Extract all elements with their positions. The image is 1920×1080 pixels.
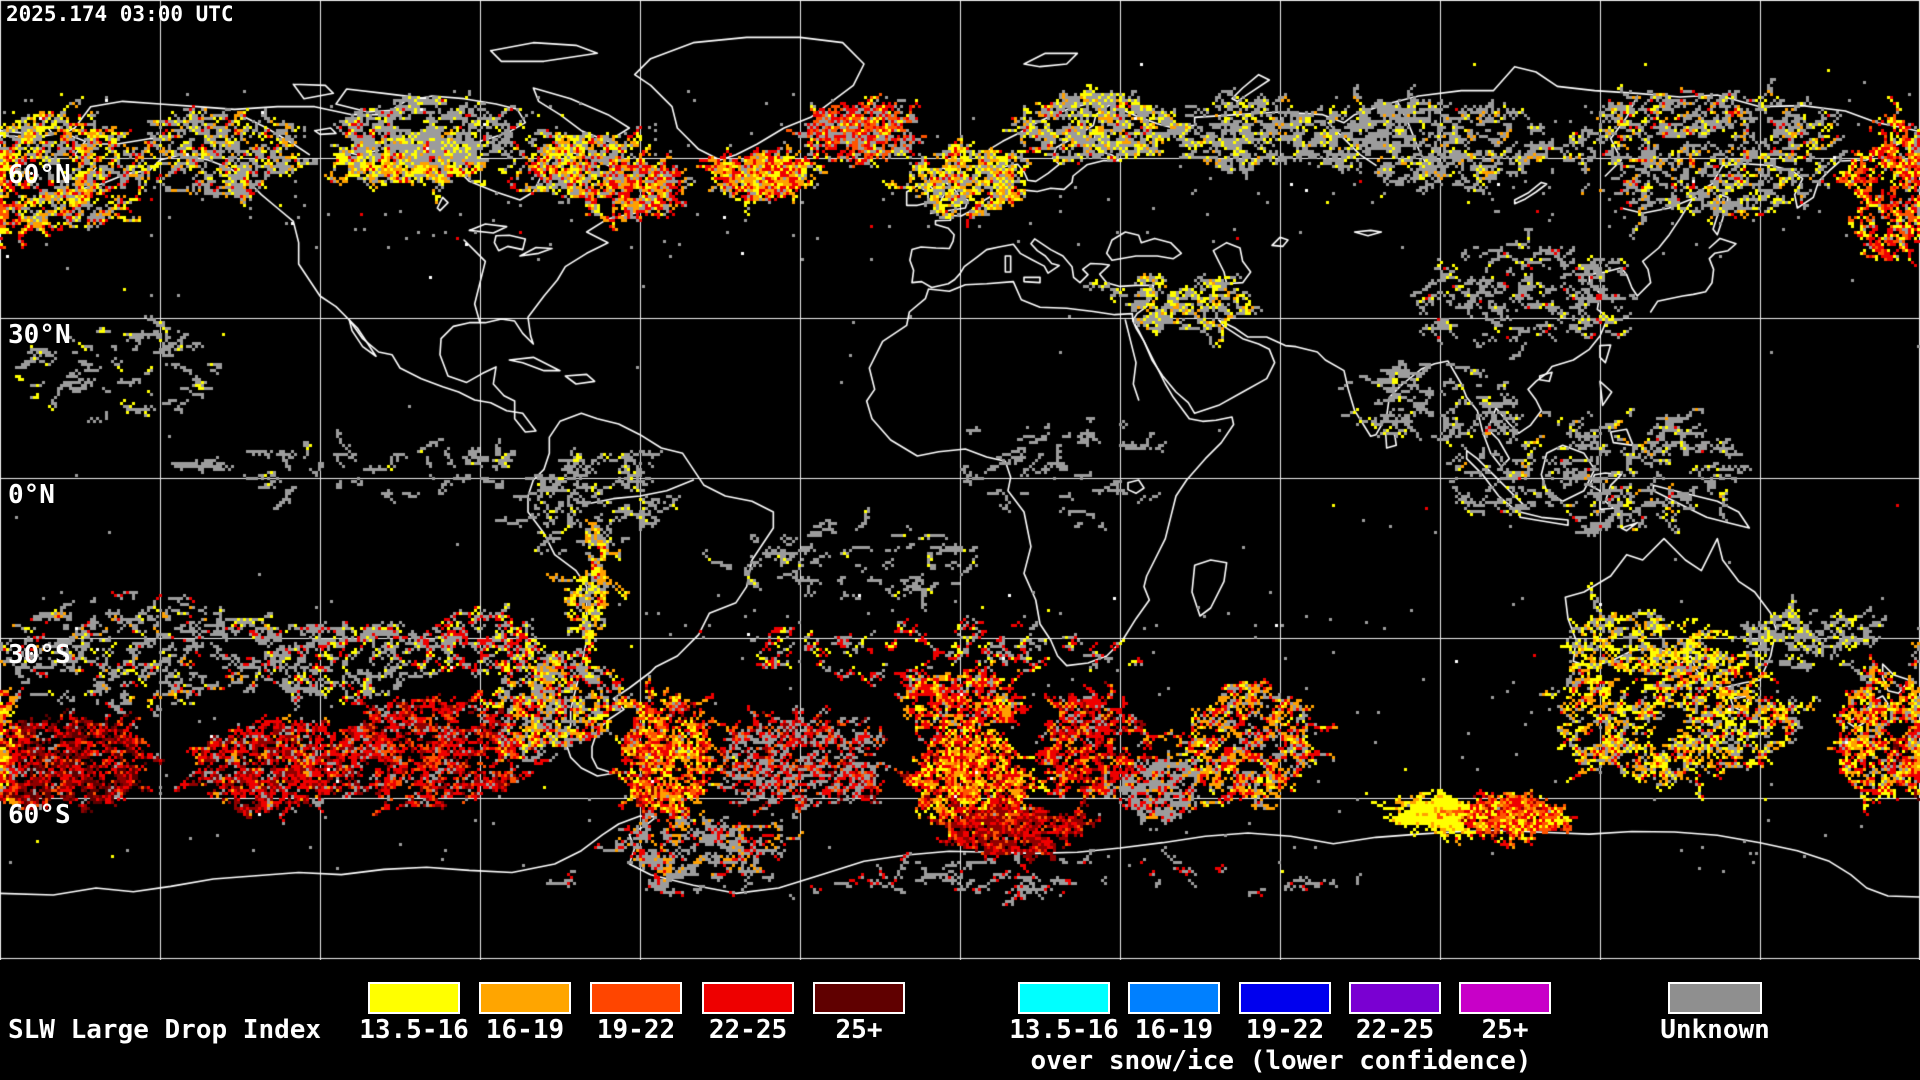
legend-label-unknown: Unknown [1660, 1015, 1770, 1045]
legend-snowice-caption: over snow/ice (lower confidence) [1030, 1046, 1532, 1076]
legend-label-standard-5: 25+ [835, 1015, 883, 1045]
legend-label-snowice-1: 13.5-16 [1009, 1015, 1119, 1045]
timestamp: 2025.174 03:00 UTC [6, 2, 234, 26]
legend-swatch-standard-5 [813, 982, 905, 1014]
legend-swatch-snowice-4 [1349, 982, 1441, 1014]
legend-title: SLW Large Drop Index [8, 1015, 322, 1045]
legend-label-standard-2: 16-19 [485, 1015, 565, 1045]
legend-swatch-snowice-3 [1239, 982, 1331, 1014]
legend-swatch-unknown [1668, 982, 1762, 1014]
legend-label-snowice-5: 25+ [1481, 1015, 1529, 1045]
legend-swatch-standard-3 [590, 982, 682, 1014]
legend-label-snowice-3: 19-22 [1245, 1015, 1325, 1045]
latitude-label-60s: 60°S [8, 800, 71, 830]
legend-swatch-snowice-2 [1128, 982, 1220, 1014]
legend-label-standard-1: 13.5-16 [359, 1015, 469, 1045]
latitude-label-0n: 0°N [8, 480, 55, 510]
legend-label-snowice-2: 16-19 [1134, 1015, 1214, 1045]
legend-swatch-standard-4 [702, 982, 794, 1014]
world-map-canvas [0, 0, 1920, 960]
legend-label-snowice-4: 22-25 [1355, 1015, 1435, 1045]
latitude-label-30s: 30°S [8, 640, 71, 670]
legend-swatch-snowice-1 [1018, 982, 1110, 1014]
legend-label-standard-4: 22-25 [708, 1015, 788, 1045]
legend-label-standard-3: 19-22 [596, 1015, 676, 1045]
latitude-label-30n: 30°N [8, 320, 71, 350]
latitude-label-60n: 60°N [8, 160, 71, 190]
legend-swatch-standard-1 [368, 982, 460, 1014]
legend-swatch-snowice-5 [1459, 982, 1551, 1014]
legend-swatch-standard-2 [479, 982, 571, 1014]
